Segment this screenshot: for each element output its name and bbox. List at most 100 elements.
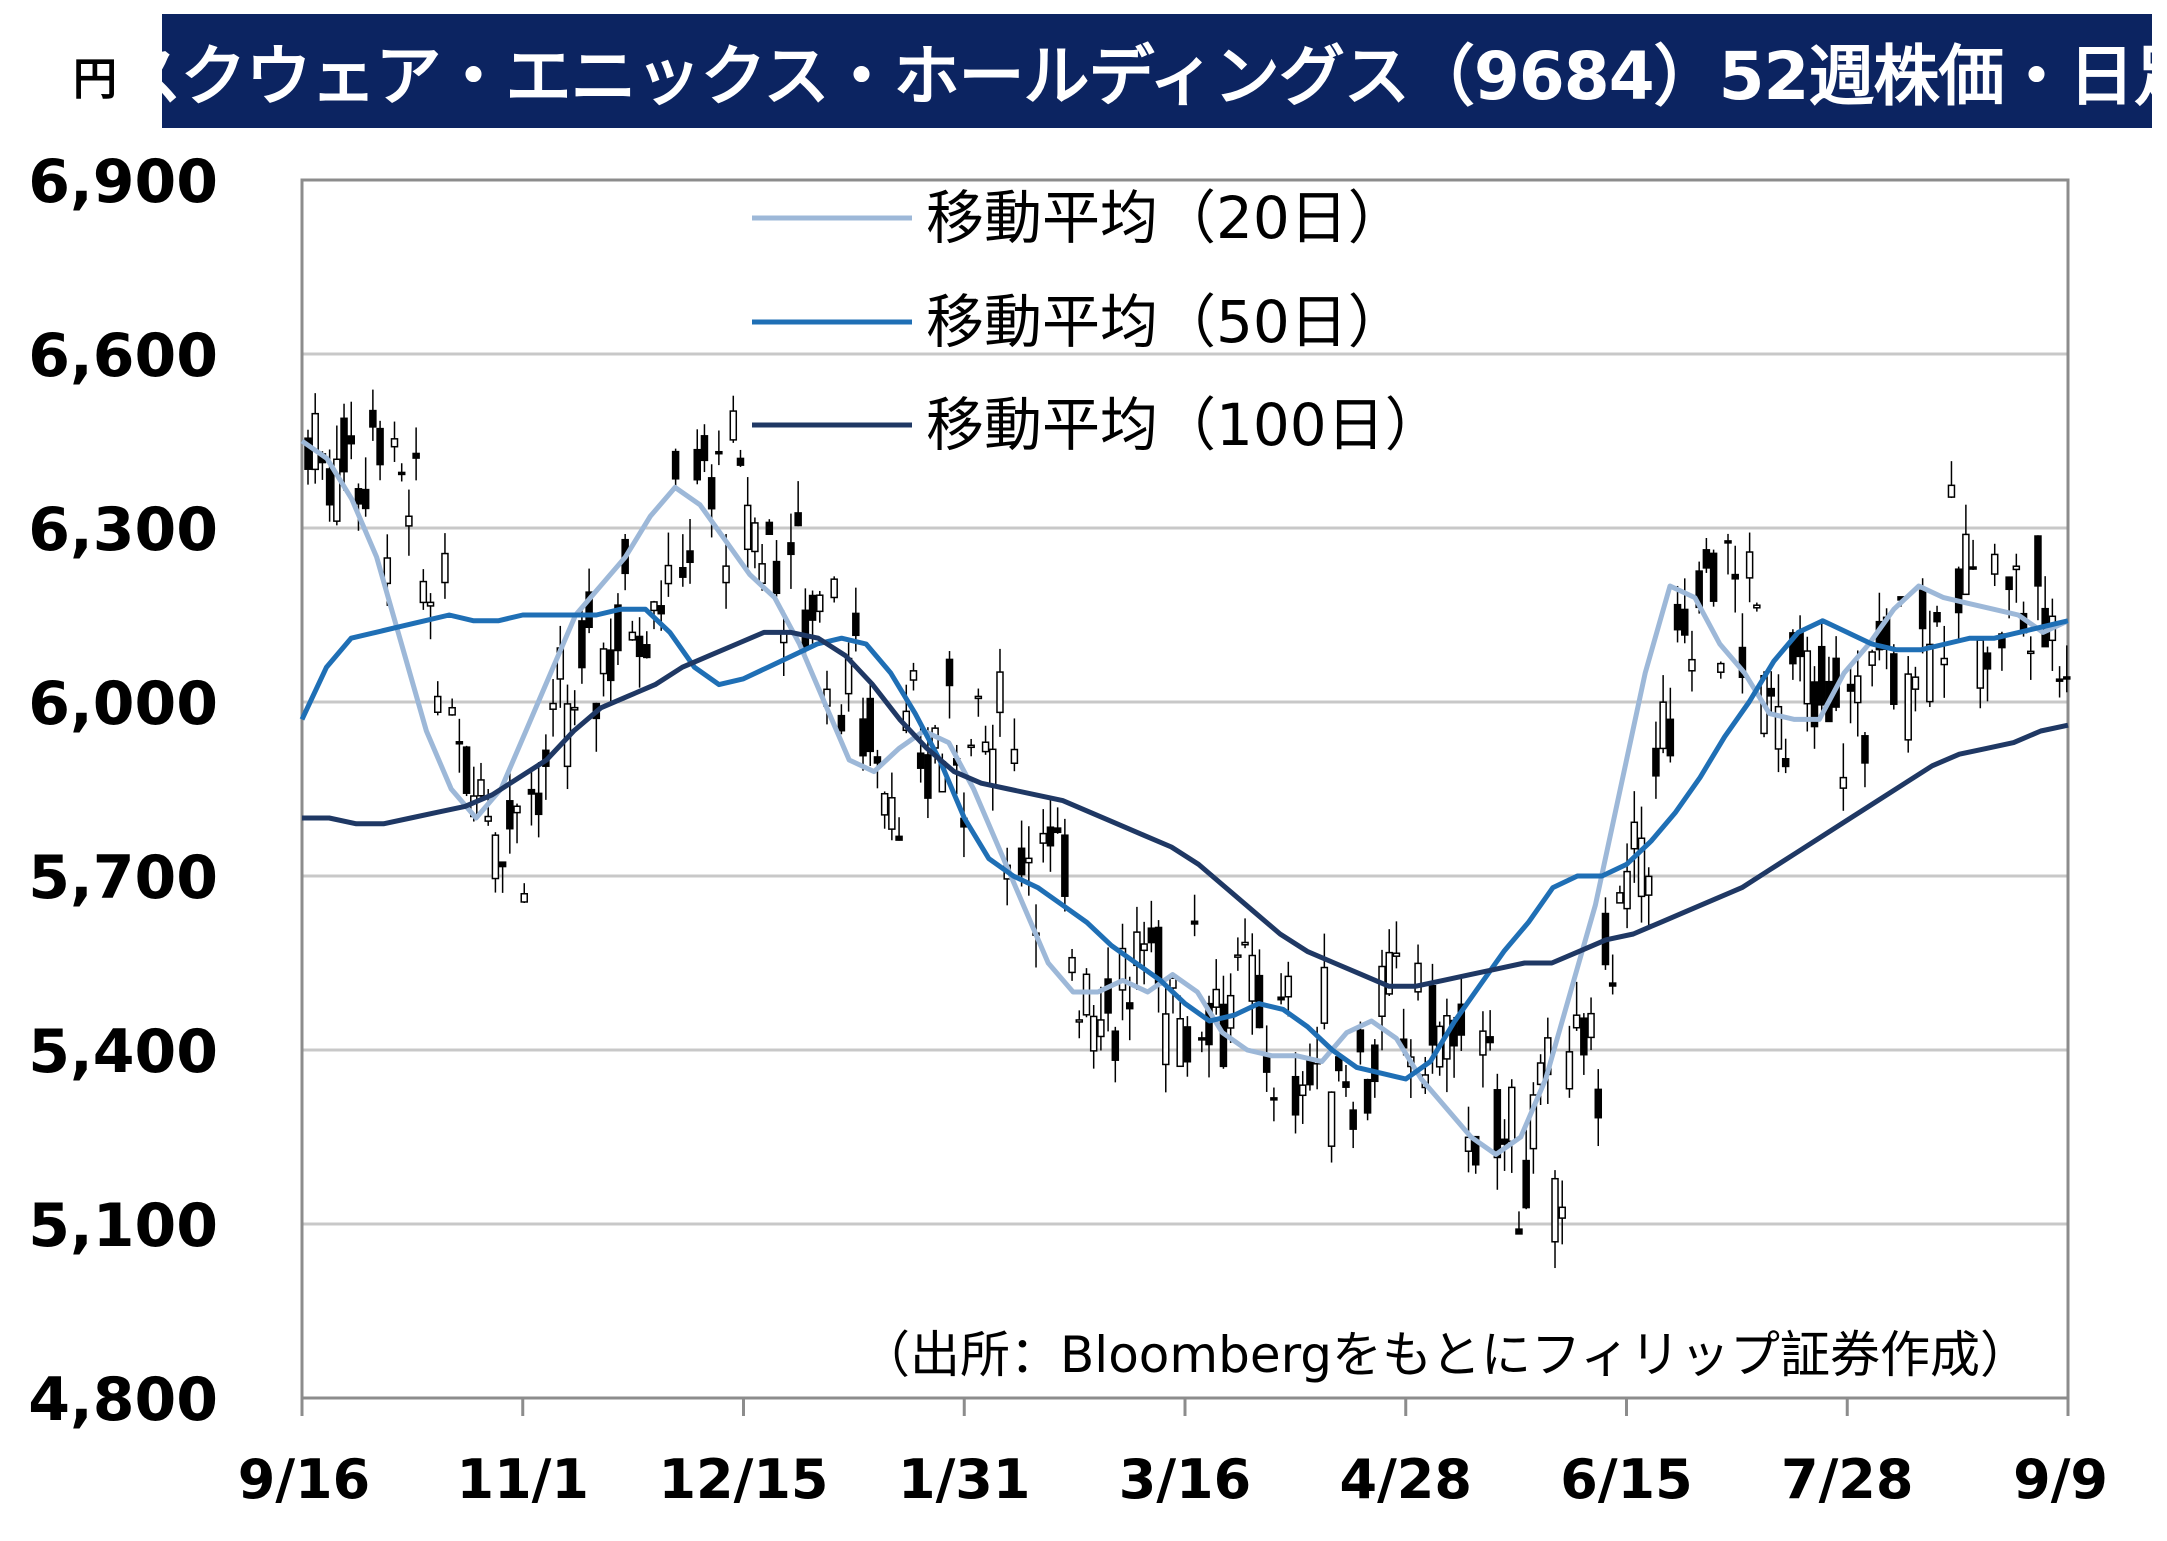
- candle-body: [1097, 1019, 1105, 1038]
- candle-body: [1781, 758, 1790, 768]
- y-tick-label: 6,000: [28, 669, 218, 739]
- candle-body: [1745, 551, 1754, 579]
- x-tick-label: 3/16: [1119, 1448, 1251, 1511]
- candle-body: [1803, 650, 1812, 705]
- candle-body: [643, 644, 651, 659]
- candle-body: [1976, 639, 1985, 689]
- x-tick-label: 4/28: [1340, 1448, 1472, 1511]
- candle-body: [743, 504, 752, 551]
- candle-body: [2005, 576, 2013, 591]
- candle-body: [736, 457, 745, 466]
- candle-body: [534, 792, 543, 816]
- candle-body: [1774, 705, 1783, 750]
- candle-body: [1817, 645, 1826, 706]
- candle-body: [837, 714, 846, 732]
- candle-body: [1846, 683, 1855, 692]
- x-tick-label: 9/9: [2013, 1448, 2108, 1511]
- candle-body: [722, 565, 730, 584]
- candle-body: [715, 450, 723, 455]
- candle-body: [1025, 857, 1033, 864]
- candle-body: [1839, 776, 1848, 789]
- candle-body: [1471, 1135, 1480, 1166]
- y-tick-label: 6,300: [28, 495, 218, 565]
- candle-body: [974, 695, 983, 700]
- ma20-line: [300, 438, 2070, 1157]
- candle-body: [852, 612, 860, 637]
- candle-body: [1428, 984, 1437, 1046]
- legend-label: 移動平均（20日）: [926, 184, 1406, 252]
- candle-body: [441, 552, 449, 584]
- candle-body: [1385, 951, 1393, 995]
- chart-title: スクウェア・エニックス・ホールディングス（9684）52週株価・日足: [115, 38, 2167, 115]
- x-tick-label: 7/28: [1781, 1448, 1913, 1511]
- candle-body: [1226, 994, 1235, 1029]
- candle-body: [369, 409, 377, 428]
- candle-body: [816, 594, 824, 613]
- candle-body: [2034, 535, 2042, 587]
- candle-body: [765, 521, 774, 535]
- candle-body: [426, 601, 435, 607]
- candle-body: [570, 706, 579, 711]
- candle-body: [1053, 827, 1062, 834]
- candle-body: [1162, 1013, 1170, 1066]
- candle-body: [996, 671, 1004, 714]
- candle-body: [1962, 533, 1970, 596]
- candle-body: [1666, 718, 1675, 757]
- candle-body: [1176, 1018, 1184, 1068]
- y-tick-label: 6,900: [28, 147, 218, 217]
- legend-label: 移動平均（50日）: [926, 288, 1406, 356]
- candle-body: [628, 631, 637, 641]
- candle-body: [1529, 1094, 1538, 1150]
- candle-body: [1954, 568, 1963, 614]
- candle-body: [419, 580, 428, 604]
- gridlines: [302, 178, 2068, 1226]
- candle-body: [664, 564, 673, 585]
- candle-body: [1508, 1086, 1516, 1143]
- candle-body: [1010, 748, 1019, 764]
- candle-body: [1810, 681, 1819, 728]
- y-tick-label: 5,100: [28, 1191, 218, 1261]
- candle-body: [498, 861, 507, 868]
- candle-body: [1414, 962, 1422, 993]
- candle-body: [866, 697, 874, 753]
- candle-body: [354, 488, 363, 505]
- candle-body: [1061, 834, 1069, 897]
- candle-body: [758, 563, 766, 585]
- candle-body: [686, 550, 694, 564]
- axes: 4,800 5,100 5,400 5,700 6,000 6,300 6,600 6,900…: [28, 147, 2108, 1511]
- candle-body: [1709, 552, 1718, 602]
- candle-body: [657, 605, 665, 615]
- candle-body: [1890, 653, 1898, 705]
- candle-body: [650, 601, 658, 612]
- candle-body: [1580, 1017, 1588, 1056]
- candle-body: [1587, 1012, 1595, 1039]
- candle-body: [1082, 973, 1091, 1016]
- x-tick-label: 1/31: [898, 1448, 1030, 1511]
- y-tick-label: 5,700: [28, 843, 218, 913]
- candle-body: [1190, 920, 1199, 925]
- candle-body: [1169, 977, 1177, 989]
- candle-body: [484, 815, 492, 822]
- candle-body: [462, 746, 471, 794]
- candle-body: [2012, 565, 2021, 571]
- candle-body: [520, 893, 528, 903]
- candle-body: [347, 435, 355, 445]
- candle-body: [1990, 553, 1999, 575]
- legend-label: 移動平均（100日）: [926, 391, 1443, 459]
- candle-body: [1738, 646, 1747, 678]
- candle-body: [1637, 837, 1646, 898]
- candle-body: [549, 702, 557, 710]
- candle-body: [1688, 658, 1696, 672]
- candle-body: [801, 609, 810, 650]
- candle-body: [1291, 1075, 1300, 1116]
- candle-body: [1234, 954, 1242, 958]
- candle-body: [895, 835, 903, 841]
- candle-body: [967, 744, 975, 749]
- candle-body: [513, 805, 521, 814]
- candle-body: [1652, 747, 1660, 777]
- candle-body: [491, 834, 500, 880]
- candle-body: [606, 649, 615, 682]
- candle-body: [1558, 1206, 1566, 1219]
- candle-body: [1918, 589, 1927, 630]
- candle-body: [1147, 927, 1156, 944]
